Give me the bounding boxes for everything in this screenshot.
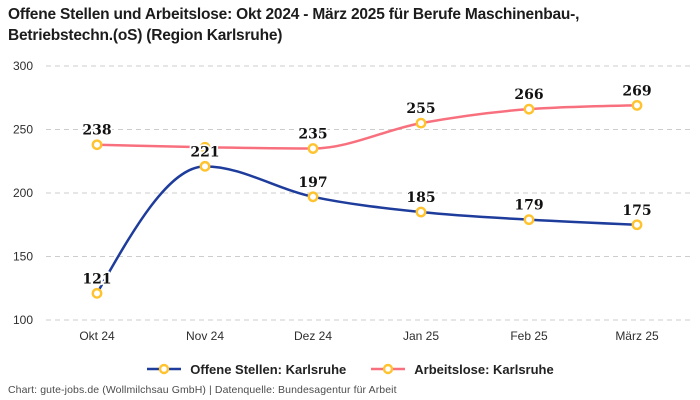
series-line xyxy=(95,165,639,295)
data-point-marker xyxy=(415,206,427,218)
data-point-label: 255 xyxy=(406,101,435,117)
legend-label: Offene Stellen: Karlsruhe xyxy=(190,361,347,377)
data-point-marker xyxy=(199,141,211,153)
data-point-label: 179 xyxy=(514,198,543,214)
data-point-label: 185 xyxy=(406,190,435,206)
chart-title-line2: Betriebstechn.(oS) (Region Karlsruhe) xyxy=(8,27,283,44)
data-point-label: 269 xyxy=(622,83,651,99)
data-point-marker xyxy=(307,191,319,203)
x-axis-label: Feb 25 xyxy=(510,329,548,343)
chart-attribution: Chart: gute-jobs.de (Wollmilchsau GmbH) … xyxy=(8,384,397,396)
legend-line-marker-icon xyxy=(147,363,182,375)
legend-line-marker-icon xyxy=(371,363,406,375)
data-point-marker xyxy=(523,214,535,226)
data-point-label: 221 xyxy=(190,144,219,160)
x-axis-label: Jan 25 xyxy=(403,329,439,343)
series-line xyxy=(95,104,639,150)
legend-item-arbeitslose: Arbeitslose: Karlsruhe xyxy=(370,361,554,377)
data-point-marker xyxy=(91,139,103,151)
y-tick-label: 150 xyxy=(13,250,33,264)
y-tick-label: 200 xyxy=(13,186,33,200)
chart-title: Offene Stellen und Arbeitslose: Okt 2024… xyxy=(8,4,696,46)
data-point-marker xyxy=(523,103,535,115)
x-axis-label: März 25 xyxy=(615,329,659,343)
data-point-label: 121 xyxy=(82,271,111,287)
y-tick-label: 250 xyxy=(13,123,33,137)
x-axis-label: Nov 24 xyxy=(186,329,224,343)
data-point-label: 266 xyxy=(514,87,543,103)
y-tick-label: 300 xyxy=(13,59,33,73)
data-point-marker xyxy=(91,287,103,299)
legend-label: Arbeitslose: Karlsruhe xyxy=(414,361,554,377)
data-point-marker xyxy=(631,99,643,111)
y-tick-label: 100 xyxy=(13,313,33,327)
data-point-marker xyxy=(415,117,427,129)
x-axis-label: Okt 24 xyxy=(79,329,115,343)
legend-item-offene-stellen: Offene Stellen: Karlsruhe xyxy=(146,362,346,377)
chart-title-line1: Offene Stellen und Arbeitslose: Okt 2024… xyxy=(8,6,580,23)
data-point-marker xyxy=(307,143,319,154)
data-point-label: 235 xyxy=(298,127,327,143)
data-point-label: 175 xyxy=(622,203,651,219)
x-axis-label: Dez 24 xyxy=(294,329,332,343)
legend: Offene Stellen: Karlsruhe Arbeitslose: K… xyxy=(0,359,700,379)
data-point-label: 197 xyxy=(298,175,327,191)
data-point-marker xyxy=(631,219,643,231)
data-point-marker xyxy=(199,160,211,172)
data-point-label: 238 xyxy=(82,123,111,139)
